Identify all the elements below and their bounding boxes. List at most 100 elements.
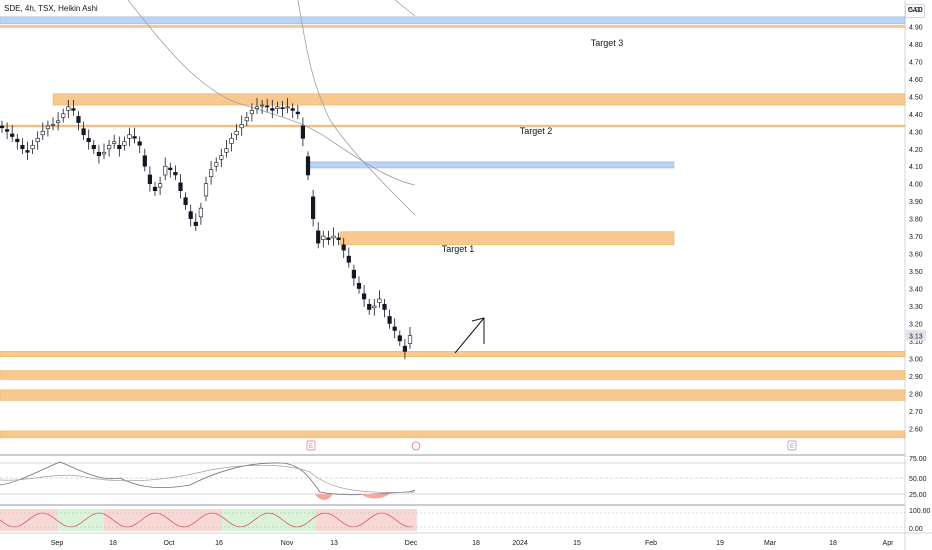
moving-average-line [297, 0, 416, 216]
price-tick-label: 4.40 [909, 112, 923, 119]
time-tick-label: 2024 [512, 540, 528, 547]
stochastic-band [104, 509, 222, 531]
candle [351, 264, 357, 286]
candle [168, 162, 173, 178]
candle [122, 136, 127, 151]
candle-body [147, 174, 153, 184]
stochastic-line [0, 512, 412, 528]
candle [285, 98, 290, 113]
candle-body [168, 167, 173, 171]
candle-body [326, 237, 331, 240]
oscillator-fill [360, 494, 390, 499]
candle [316, 222, 321, 249]
candle-body [15, 138, 20, 143]
candle [331, 227, 336, 246]
candle-body [91, 144, 96, 150]
candle-body [61, 113, 66, 118]
stochastic-band [0, 509, 58, 531]
candle-body [122, 141, 127, 146]
price-tick-label: 2.70 [909, 409, 923, 416]
candle-body [219, 155, 224, 160]
candle-body [96, 151, 101, 157]
candle [407, 326, 413, 349]
candle [101, 143, 107, 160]
candle-body [66, 106, 71, 111]
candle [224, 140, 229, 158]
candle-body [244, 117, 249, 122]
price-tick-label: 3.70 [909, 234, 923, 241]
candle-body [5, 129, 10, 132]
candle-body [30, 144, 35, 150]
candle [35, 131, 40, 150]
oscillator-fill [315, 494, 333, 500]
event-marker-label: E [309, 444, 313, 450]
time-tick-label: Sep [51, 540, 64, 547]
candle [20, 138, 25, 155]
price-tick-label: 4.70 [909, 59, 923, 66]
candle [300, 117, 306, 147]
stochastic-band [58, 509, 104, 531]
price-tick-label: 3.00 [909, 356, 923, 363]
zone-band [0, 25, 906, 28]
candle [152, 181, 158, 196]
candle [372, 299, 377, 316]
candle [356, 276, 362, 294]
candle [81, 121, 86, 141]
candle-body [285, 106, 290, 109]
oscillator-signal-line [0, 464, 416, 493]
zone-band [0, 124, 906, 128]
candle [346, 247, 351, 268]
candle-body [173, 172, 178, 176]
candle-body [40, 130, 45, 136]
candle [76, 111, 81, 131]
candle [377, 290, 382, 308]
candle [163, 157, 168, 181]
candle-body [45, 125, 50, 129]
time-tick-label: Apr [883, 540, 895, 547]
stochastic-band [316, 509, 417, 531]
event-marker: E [306, 440, 316, 451]
candle [91, 140, 96, 155]
candle-body [86, 137, 91, 143]
candle-body [10, 133, 15, 137]
candle-body [0, 125, 5, 129]
candle-body [336, 237, 341, 240]
candle [193, 213, 198, 231]
candle-body [310, 196, 316, 219]
candle-body [351, 269, 357, 279]
candle-body [198, 207, 204, 218]
time-tick-label: Dec [405, 540, 418, 547]
candle-body [234, 130, 239, 136]
candle [25, 141, 30, 161]
candle [259, 99, 265, 114]
candle-body [387, 316, 392, 324]
candle-body [81, 128, 86, 136]
candle-body [372, 305, 377, 309]
candle [382, 299, 387, 318]
candle [5, 122, 10, 140]
price-tick-label: 2.80 [909, 391, 923, 398]
candle-body [356, 282, 362, 289]
candle-body [265, 105, 270, 108]
candle [341, 237, 346, 258]
candle-body [188, 211, 193, 219]
candle [137, 136, 142, 154]
candle-body [367, 303, 372, 310]
candle [203, 176, 209, 202]
candle [198, 202, 204, 225]
candle-body [163, 165, 168, 176]
price-tick-label: 3.50 [909, 269, 923, 276]
candle [96, 145, 101, 164]
candle-body [407, 335, 413, 344]
price-tick-label: 4.90 [909, 24, 923, 31]
candle-body [254, 106, 260, 109]
candle [214, 157, 219, 172]
candle-body [183, 197, 188, 205]
zone-label: Target 2 [520, 126, 553, 136]
zone-band [339, 231, 675, 246]
event-marker: E [787, 440, 797, 451]
candle [112, 134, 117, 149]
candle [15, 133, 20, 150]
candle [45, 120, 50, 137]
